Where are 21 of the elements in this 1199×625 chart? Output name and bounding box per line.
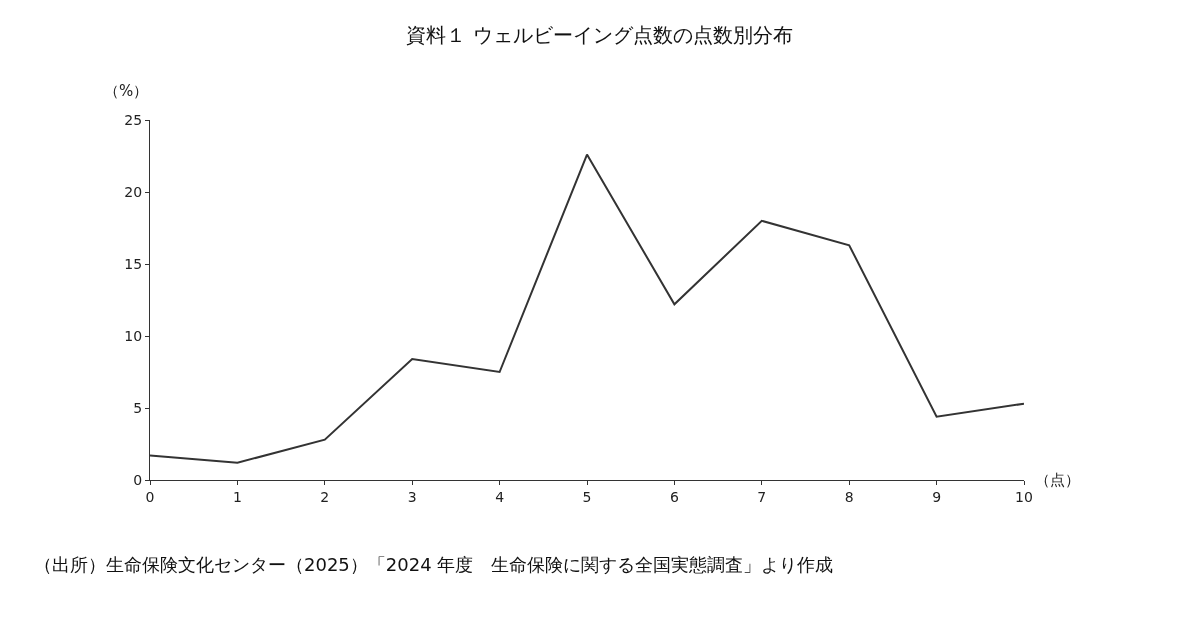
x-tick-label: 7 bbox=[757, 488, 767, 505]
y-tick-label: 25 bbox=[124, 111, 143, 128]
y-tick-label: 0 bbox=[133, 471, 143, 488]
x-tick-label: 10 bbox=[1015, 488, 1033, 505]
y-tick-label: 20 bbox=[124, 183, 143, 200]
x-tick-label: 1 bbox=[232, 488, 242, 505]
y-axis-title: （%） bbox=[104, 82, 149, 100]
x-tick-label: 3 bbox=[407, 488, 417, 505]
x-tick-label: 6 bbox=[669, 488, 679, 505]
y-tick-label: 5 bbox=[133, 399, 143, 416]
x-tick-label: 5 bbox=[582, 488, 592, 505]
chart-title: 資料１ ウェルビーイング点数の点数別分布 bbox=[406, 23, 793, 48]
x-tick-label: 2 bbox=[320, 488, 330, 505]
x-axis-title: （点） bbox=[1035, 471, 1080, 489]
y-tick-label: 10 bbox=[124, 327, 143, 344]
x-tick-label: 0 bbox=[145, 488, 155, 505]
x-tick-label: 9 bbox=[932, 488, 942, 505]
y-tick-label: 15 bbox=[124, 255, 143, 272]
x-tick-label: 4 bbox=[495, 488, 505, 505]
text: （出所）生命保険文化センター（2025）「2024 年度 生命保険に関する全国実態調査」より作成 bbox=[34, 554, 834, 575]
x-tick-label: 8 bbox=[844, 488, 854, 505]
